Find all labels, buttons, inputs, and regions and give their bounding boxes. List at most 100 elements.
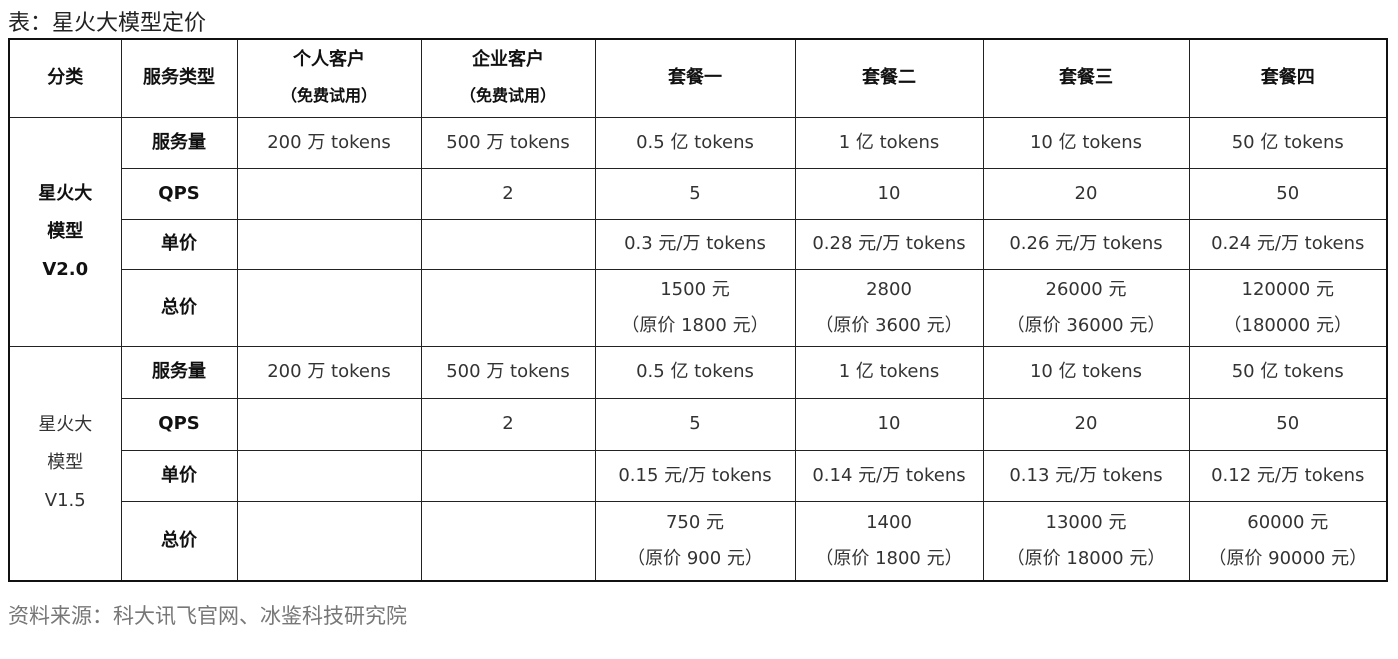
table-row: 单价 0.3 元/万 tokens 0.28 元/万 tokens 0.26 元/万 …	[9, 218, 1388, 270]
column-header: 个人客户 （免费试用）	[236, 38, 422, 118]
cell-text-line: 2800	[866, 278, 912, 300]
value-cell: 0.24 元/万 tokens	[1188, 218, 1388, 270]
service-type-cell: 单价	[120, 449, 238, 502]
value-cell	[236, 268, 422, 347]
cell-text-line: （原价 18000 元）	[1006, 547, 1166, 569]
cell-text-line: （原价 1800 元）	[621, 314, 769, 336]
cell-text-line: 5	[689, 182, 701, 204]
cell-text-line: 模型	[47, 452, 84, 474]
cell-text-line: 1400	[866, 511, 912, 533]
value-cell: 120000 元 （180000 元）	[1188, 268, 1388, 347]
value-cell: 10 亿 tokens	[982, 345, 1190, 399]
cell-text-line: 10 亿 tokens	[1029, 361, 1143, 382]
value-cell: 200 万 tokens	[236, 345, 422, 399]
table-row: 星火大模型 V2.0 服务量 200 万 tokens 500 万 tokens 0.5 …	[8, 116, 1388, 347]
cell-text-line: 50 亿 tokens	[1231, 361, 1344, 382]
value-cell: 1500 元 （原价 1800 元）	[594, 268, 796, 347]
cell-text-line: 10 亿 tokens	[1029, 131, 1143, 153]
service-type-cell: 服务量	[120, 345, 238, 399]
cell-text-line: 60000 元	[1247, 511, 1329, 533]
cell-text-line: 1500 元	[660, 278, 730, 300]
cell-text-line: 120000 元	[1241, 278, 1334, 300]
cell-text-line: （180000 元）	[1223, 314, 1352, 336]
value-cell	[236, 218, 422, 270]
value-cell: 500 万 tokens	[420, 345, 596, 399]
value-cell: 0.5 亿 tokens	[594, 116, 796, 169]
cell-text-line: 50	[1276, 413, 1300, 434]
cell-text-line: 200 万 tokens	[267, 131, 391, 153]
value-cell	[420, 268, 596, 347]
service-type-cell: 服务量	[120, 116, 238, 169]
value-cell: 1400 （原价 1800 元）	[794, 500, 984, 582]
service-type-cell: 总价	[120, 500, 238, 582]
cell-text-line: 2	[502, 182, 514, 204]
category-cell: 星火大 模型 V1.5	[8, 345, 122, 582]
cell-text-line: 20	[1074, 413, 1098, 434]
value-cell	[236, 500, 422, 582]
cell-text-line: 个人客户	[293, 49, 365, 71]
value-cell: 10 亿 tokens	[982, 116, 1190, 169]
value-cell: 50 亿 tokens	[1188, 116, 1388, 169]
value-cell	[236, 167, 422, 220]
cell-text-line: 1 亿 tokens	[838, 361, 940, 382]
value-cell: 0.28 元/万 tokens	[794, 218, 984, 270]
cell-text-line: V2.0	[42, 258, 89, 280]
value-cell	[420, 449, 596, 502]
cell-text-line: 套餐二	[862, 67, 916, 89]
value-cell	[236, 449, 422, 502]
cell-text-line: 50 亿 tokens	[1231, 131, 1344, 153]
table-row: 单价 0.15 元/万 tokens 0.14 元/万 tokens 0.13 元/万…	[9, 449, 1388, 502]
cell-text-line: 750 元	[665, 511, 725, 533]
column-header: 套餐一	[594, 38, 796, 118]
value-cell: 1 亿 tokens	[794, 116, 984, 169]
cell-text-line: 10	[877, 413, 901, 434]
value-cell: 50	[1188, 397, 1388, 451]
value-cell: 10	[794, 397, 984, 451]
cell-text-line: 套餐三	[1059, 67, 1113, 89]
value-cell: 500 万 tokens	[420, 116, 596, 169]
value-cell: 10	[794, 167, 984, 220]
cell-text-line: 套餐四	[1260, 67, 1315, 89]
cell-text-line: （原价 3600 元）	[815, 314, 963, 336]
service-type-cell: 总价	[120, 268, 238, 347]
table-row: QPS 2 5 10 20 50	[9, 167, 1388, 220]
value-cell: 0.12 元/万 tokens	[1188, 449, 1388, 502]
cell-text-line: 200 万 tokens	[267, 361, 391, 382]
cell-text-line: 0.12 元/万 tokens	[1211, 464, 1365, 486]
column-header: 企业客户 （免费试用）	[420, 38, 596, 118]
value-cell: 0.15 元/万 tokens	[594, 449, 796, 502]
pricing-table: 分类 服务类型 个人客户 （免费试用） 企业客户 （免费试用） 套餐一 套餐二 套餐三 套餐四 星…	[8, 38, 1388, 582]
value-cell: 0.13 元/万 tokens	[982, 449, 1190, 502]
value-cell: 0.26 元/万 tokens	[982, 218, 1190, 270]
cell-text-line: 1 亿 tokens	[838, 131, 940, 153]
value-cell: 5	[594, 397, 796, 451]
cell-text-line: 26000 元	[1045, 278, 1127, 300]
cell-text-line: 模型	[47, 220, 84, 242]
cell-text-line: 13000 元	[1045, 511, 1127, 533]
service-type-cell: QPS	[120, 397, 238, 451]
column-header: 套餐二	[794, 38, 984, 118]
cell-text-line: 2	[502, 413, 514, 434]
value-cell: 20	[982, 397, 1190, 451]
cell-text-line: 0.14 元/万 tokens	[812, 464, 966, 486]
value-cell	[420, 500, 596, 582]
cell-text-line: 星火大	[38, 182, 93, 204]
cell-text-line: 0.28 元/万 tokens	[812, 233, 966, 254]
table-row: 总价 1500 元 （原价 1800 元） 2800 （原价 3600 元） 26000 …	[9, 268, 1388, 347]
cell-text-line: 0.3 元/万 tokens	[624, 233, 766, 254]
table-title: 表：星火大模型定价	[8, 11, 207, 36]
service-type-cell: QPS	[120, 167, 238, 220]
value-cell: 60000 元 （原价 90000 元）	[1188, 500, 1388, 582]
column-header: 套餐三	[982, 38, 1190, 118]
table-row: QPS 2 5 10 20 50	[9, 397, 1388, 451]
cell-text-line: （原价 1800 元）	[815, 547, 963, 569]
cell-text-line: V1.5	[44, 490, 86, 512]
cell-text-line: 10	[877, 182, 901, 204]
cell-text-line: 分类	[47, 67, 84, 89]
cell-text-line: 0.13 元/万 tokens	[1009, 464, 1163, 486]
value-cell: 50 亿 tokens	[1188, 345, 1388, 399]
header-row: 分类 服务类型 个人客户 （免费试用） 企业客户 （免费试用） 套餐一 套餐二 套餐三 套餐四	[8, 38, 1388, 118]
cell-text-line: 0.5 亿 tokens	[636, 131, 754, 153]
cell-text-line: 服务类型	[143, 67, 215, 89]
value-cell: 1 亿 tokens	[794, 345, 984, 399]
